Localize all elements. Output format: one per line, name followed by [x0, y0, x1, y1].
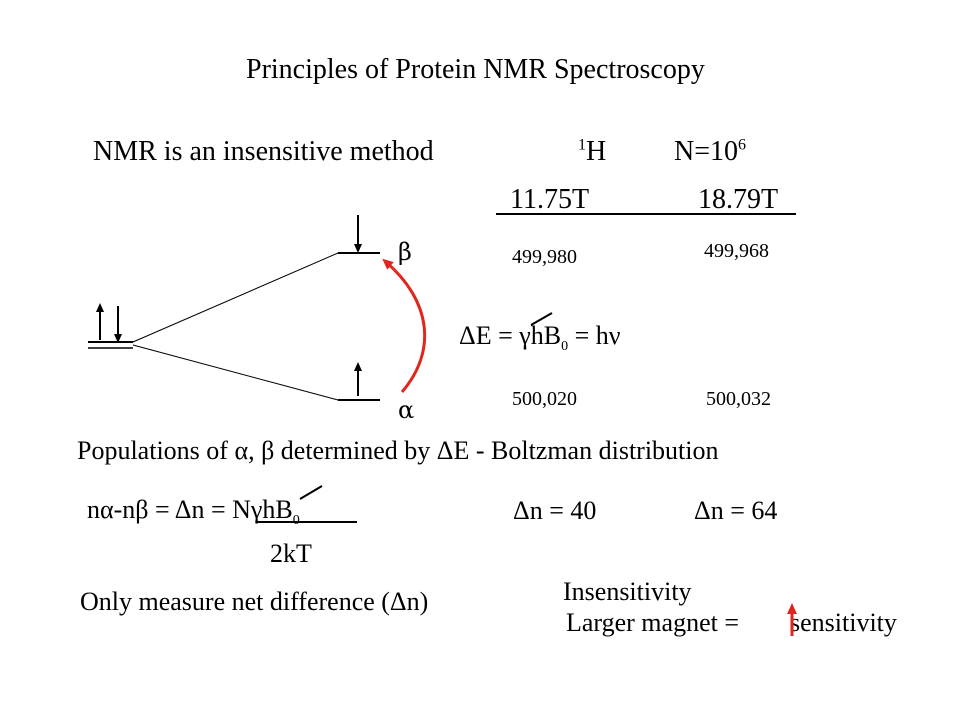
- energy-equation-lhs: ΔE =: [459, 321, 513, 350]
- spin-count: N=106: [674, 136, 747, 167]
- delta-n-1: Δn = 40: [513, 496, 597, 525]
- split-line-lower: [132, 344, 339, 401]
- delta-n-2: Δn = 64: [694, 496, 778, 525]
- beta-population-2: 499,968: [704, 240, 769, 262]
- population-field-subscript: 0: [292, 513, 300, 529]
- gamma-hbar: γh: [519, 321, 544, 350]
- beta-level-label: β: [398, 238, 412, 266]
- insensitivity-label: Insensitivity: [563, 577, 692, 606]
- nucleus-symbol: H: [586, 136, 607, 167]
- energy-equation: ΔE = γhB0 = hν: [459, 321, 621, 354]
- population-field-symbol: B: [275, 495, 293, 524]
- slide-title: Principles of Protein NMR Spectroscopy: [246, 54, 705, 85]
- field-strength-1: 11.75T: [510, 184, 590, 215]
- population-equation: nα-nβ = Δn = NγhB0: [87, 495, 300, 528]
- alpha-level-label: α: [398, 396, 415, 424]
- spin-count-base: N=10: [674, 136, 739, 167]
- beta-population-1: 499,980: [512, 246, 577, 268]
- transition-arrow: [382, 258, 427, 393]
- magnet-note-suffix: sensitivity: [790, 608, 897, 637]
- alpha-population-2: 500,032: [706, 388, 771, 410]
- nucleus-label: 1H: [578, 136, 607, 167]
- magnet-note-prefix: Larger magnet =: [566, 608, 739, 637]
- subtitle: NMR is an insensitive method: [93, 136, 434, 167]
- measure-note: Only measure net difference (Δn): [80, 587, 429, 616]
- population-equation-lhs: nα-nβ = Δn = Nγh: [87, 495, 276, 524]
- energy-equation-rhs: = hν: [574, 321, 621, 350]
- mass-number: 1: [578, 136, 586, 154]
- hbar-stroke-population: [299, 485, 323, 500]
- populations-sentence: Populations of α, β determined by ΔE - B…: [77, 436, 719, 465]
- population-equation-denominator: 2kT: [270, 539, 312, 568]
- field-strength-2: 18.79T: [698, 184, 779, 215]
- spin-count-exponent: 6: [738, 136, 747, 154]
- field-subscript: 0: [561, 339, 569, 355]
- alpha-population-1: 500,020: [512, 388, 577, 410]
- split-line-upper: [132, 252, 339, 343]
- field-symbol: B: [543, 321, 562, 350]
